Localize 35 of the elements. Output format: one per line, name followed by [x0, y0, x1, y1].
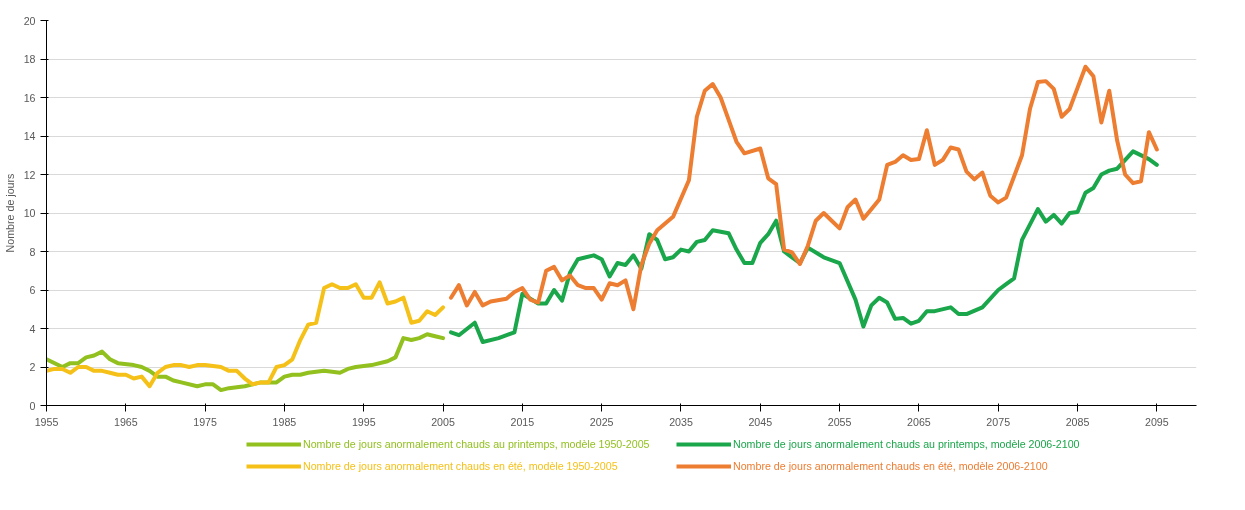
y-tick-label: 2	[29, 361, 36, 373]
x-tick-label: 1955	[34, 415, 59, 428]
x-tick-label: 2055	[827, 415, 852, 428]
y-axis-title: Nombre de jours	[3, 173, 16, 253]
line-series	[46, 280, 446, 389]
y-tick-label: 6	[29, 284, 36, 296]
y-tick-label: 0	[29, 399, 36, 412]
x-tick-label: 2035	[669, 415, 693, 428]
text: Nombre de jours anormalement chauds au printemps, modèle 2006-2100	[733, 438, 1080, 450]
line-series	[448, 64, 1159, 312]
y-tick-label: 16	[23, 91, 36, 104]
x-tick-label: 1995	[351, 415, 376, 428]
x-tick-label: 2075	[986, 415, 1011, 428]
x-tick-label: 2085	[1065, 415, 1090, 428]
text: Nombre de jours anormalement chauds en été, modèle 2006-2100	[733, 460, 1048, 472]
x-tick-label: 1975	[193, 415, 218, 428]
text: Nombre de jours anormalement chauds au printemps, modèle 1950-2005	[303, 438, 650, 450]
y-tick-label: 12	[23, 168, 36, 181]
x-tick-label: 1965	[113, 415, 138, 428]
line-series	[448, 149, 1159, 344]
y-tick-label: 14	[23, 130, 36, 142]
x-tick-label: 2025	[589, 415, 614, 428]
y-tick-label: 8	[29, 245, 36, 258]
x-tick-label: 2015	[510, 415, 535, 428]
line-series	[46, 332, 446, 393]
x-tick-label: 2095	[1144, 415, 1169, 428]
y-tick-label: 18	[23, 53, 36, 65]
y-tick-label: 10	[23, 207, 36, 219]
x-tick-label: 2045	[748, 415, 773, 428]
x-tick-label: 1985	[272, 415, 297, 428]
y-tick-label: 4	[29, 322, 36, 335]
y-tick-label: 20	[23, 14, 36, 27]
text: Nombre de jours anormalement chauds en été, modèle 1950-2005	[303, 460, 618, 472]
x-tick-label: 2005	[431, 415, 455, 428]
x-tick-label: 2065	[907, 415, 931, 428]
